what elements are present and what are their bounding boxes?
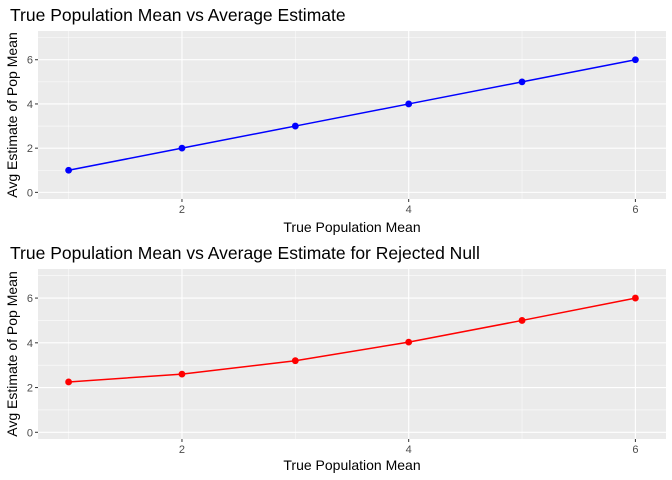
y-tick-label: 6 bbox=[27, 293, 33, 305]
y-tick-label: 6 bbox=[27, 55, 33, 67]
series-line bbox=[68, 297, 636, 383]
y-tick-label: 0 bbox=[27, 427, 33, 439]
data-point bbox=[178, 144, 186, 152]
chart-title: True Population Mean vs Average Estimate… bbox=[10, 243, 480, 263]
y-tick-label: 0 bbox=[27, 187, 33, 199]
x-axis-title: True Population Mean bbox=[283, 219, 420, 235]
panel-background bbox=[38, 269, 666, 439]
x-tick-label: 2 bbox=[179, 204, 185, 216]
data-point bbox=[291, 357, 299, 365]
series-line bbox=[68, 59, 636, 171]
chart-1: 2 4 6 0 2 4 6 True Population Mean vs Average E… bbox=[4, 5, 666, 235]
y-axis-title: Avg Estimate of Pop Mean bbox=[4, 32, 20, 198]
data-point bbox=[405, 338, 413, 346]
chart-2: 2 4 6 0 2 4 6 True Population Mean vs Average E… bbox=[4, 243, 666, 473]
x-tick-label: 4 bbox=[406, 444, 412, 456]
data-point bbox=[631, 56, 639, 64]
data-point bbox=[291, 122, 299, 130]
y-axis-title: Avg Estimate of Pop Mean bbox=[4, 271, 20, 437]
x-tick-label: 6 bbox=[632, 444, 638, 456]
chart-title: True Population Mean vs Average Estimate bbox=[10, 5, 346, 25]
data-point bbox=[631, 294, 639, 302]
data-point bbox=[65, 166, 73, 174]
x-tick-label: 4 bbox=[406, 204, 412, 216]
data-point bbox=[518, 317, 526, 324]
y-tick-label: 2 bbox=[27, 143, 33, 155]
data-point bbox=[65, 378, 73, 386]
y-tick-label: 4 bbox=[27, 338, 33, 350]
data-point bbox=[405, 100, 413, 108]
data-point bbox=[518, 78, 526, 86]
data-point bbox=[178, 370, 186, 378]
x-tick-label: 6 bbox=[632, 204, 638, 216]
y-tick-label: 2 bbox=[27, 383, 33, 395]
y-tick-label: 4 bbox=[27, 99, 33, 111]
x-axis-title: True Population Mean bbox=[283, 457, 420, 473]
x-tick-label: 2 bbox=[179, 444, 185, 456]
